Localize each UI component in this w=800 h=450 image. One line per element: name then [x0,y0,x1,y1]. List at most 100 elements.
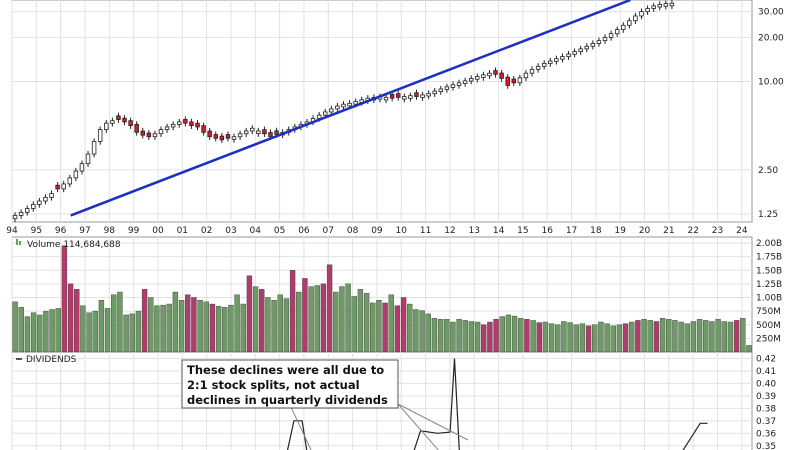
volume-bar [437,319,444,353]
volume-bar [43,310,49,353]
volume-bar [641,319,647,353]
candle-up [85,153,91,165]
x-tick-label: 24 [736,226,748,236]
volume-bar [382,302,388,353]
volume-y-tick-label: 250M [756,334,781,344]
candle-down [262,129,267,135]
x-tick-label: 06 [298,226,310,236]
volume-bar [289,270,296,353]
volume-bar [579,323,586,353]
candle-up [529,68,535,74]
candle-up [651,5,656,9]
dividends-y-tick-label: 0.38 [756,404,776,414]
candle-up [450,84,456,88]
volume-bar [425,313,431,353]
candle-up [177,121,182,125]
candle-up [12,215,18,220]
volume-bar [370,302,376,353]
volume-bar [49,309,55,353]
candle-up [468,78,474,82]
x-tick-label: 00 [152,226,164,236]
volume-bar [30,312,37,353]
volume-bar [67,283,74,353]
x-tick-label: 04 [250,226,262,236]
dividends-line [286,358,708,450]
volume-bar [55,308,61,353]
price-y-tick-label: 2.50 [758,166,778,176]
volume-bar [388,294,394,353]
candle-down [395,93,401,98]
volume-bar [246,275,253,353]
volume-bar [740,318,746,353]
volume-bar [376,300,382,353]
candle-down [225,134,231,139]
candle-down [189,121,194,127]
candle-up [18,211,24,216]
x-tick-label: 94 [6,226,18,236]
volume-bar [622,323,629,353]
dividends-legend: DIVIDENDS [16,355,77,365]
volume-bar [333,291,339,353]
price-y-tick-label: 1.25 [758,210,778,220]
x-tick-label: 02 [201,226,212,236]
volume-bar [222,307,228,353]
annotation-pointer [397,403,439,450]
candle-up [432,90,437,95]
candle-up [329,108,334,113]
volume-bar [536,322,542,353]
candle-down [116,115,121,120]
volume-panel [11,236,753,353]
volume-bar [154,305,160,353]
candle-up [170,123,176,128]
volume-bar [696,319,703,353]
candle-up [566,53,571,58]
annotation-box [181,359,399,409]
volume-bar [727,321,734,353]
volume-bar [635,320,641,353]
volume-bar [123,314,129,353]
volume-y-tick-label: 1.00B [756,294,782,304]
annotation-line-3: declines in quarterly dividends [187,393,388,407]
volume-y-tick-label: 2.00B [756,239,782,249]
volume-bar [265,297,271,353]
dividends-y-tick-label: 0.40 [756,379,776,389]
volume-bar [413,309,419,353]
x-tick-label: 23 [712,226,723,236]
volume-bar [203,301,209,353]
candle-up [572,51,577,55]
candle-up [420,94,425,98]
candle-down [274,130,279,135]
candle-up [110,120,115,124]
volume-bar [474,321,481,353]
volume-bar [659,318,666,353]
candle-down [268,132,273,138]
candle-up [517,77,523,84]
volume-bar [499,316,505,353]
price-x-tick-labels: 94 95 96 97 98 99 00 01 02 03 04 05 06 07 08 09 10 11 12 13… [6,226,748,236]
volume-bar [555,324,561,353]
price-grid [11,0,752,222]
x-tick-label: 17 [566,226,577,236]
x-tick-label: 14 [493,226,505,236]
candle-up [383,96,389,101]
candle-up [91,141,97,155]
candle-up [79,163,85,172]
candle-up [353,101,358,105]
volume-bar [518,318,524,353]
volume-bar [129,313,135,353]
candle-down [389,94,395,99]
dividends-legend-label: DIVIDENDS [26,355,77,365]
candle-up [596,40,602,44]
volume-bar [573,324,579,353]
volume-bar [542,321,549,353]
x-tick-label: 20 [639,226,651,236]
candle-down [505,76,510,86]
volume-bar [592,324,598,353]
dividends-y-tick-label: 0.39 [756,392,776,402]
candle-down [201,125,206,133]
x-tick-label: 07 [323,226,334,236]
candle-down [511,78,517,84]
candle-up [243,130,249,135]
volume-bar [104,308,111,353]
